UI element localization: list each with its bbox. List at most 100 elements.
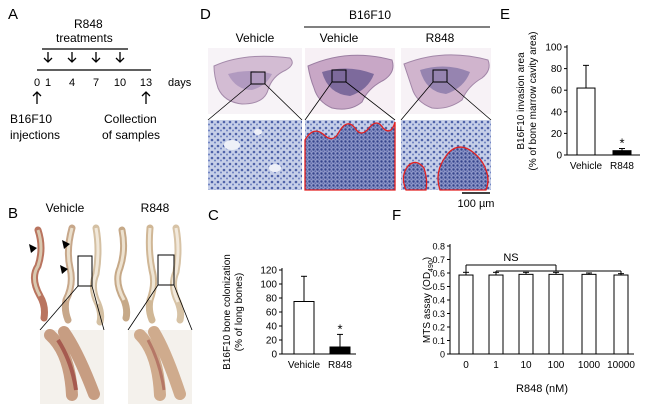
tick-10: 10 xyxy=(114,77,126,89)
star-c: * xyxy=(337,321,342,336)
y-axis-label: MTS assay (OD490) xyxy=(422,257,435,343)
y-tick-label: 0.4 xyxy=(432,296,445,306)
scalebar-label: 100 µm xyxy=(458,198,495,210)
y-tick-label: 20 xyxy=(266,336,278,347)
bar xyxy=(612,150,632,156)
panel-letter-f: F xyxy=(392,207,401,224)
y-axis-label: B16F10 bone colonization xyxy=(222,254,233,370)
y-tick-label: 40 xyxy=(266,322,278,333)
y-axis-label-subscript: 490 xyxy=(428,260,435,272)
x-axis-label: R848 (nM) xyxy=(516,383,568,395)
arrowhead-icon xyxy=(62,240,70,249)
d-vehicle-label: Vehicle xyxy=(236,31,275,45)
up-arrows xyxy=(32,91,151,104)
y-tick-label: 100 xyxy=(260,280,277,291)
d-group-r848-label: R848 xyxy=(426,31,455,45)
y-tick-label: 0.1 xyxy=(432,336,445,346)
b-r848-label: R848 xyxy=(141,201,170,215)
category-label: R848 xyxy=(610,161,634,172)
y-tick-label: 100 xyxy=(545,43,562,54)
chart-c: 0 20 40 60 80 100 120 Vehicle R848 B16F10 bone co… xyxy=(222,254,356,371)
bar xyxy=(293,301,315,355)
y-axis-label: (% of long bones) xyxy=(234,273,245,351)
y-tick-label: 60 xyxy=(551,86,563,97)
micrograph-b16f10-vehicle xyxy=(304,120,396,191)
collection-label-1: Collection xyxy=(104,112,157,126)
y-axis-label-part: ) xyxy=(422,257,433,260)
y-tick-label: 0.8 xyxy=(432,242,445,252)
tumor-outline xyxy=(437,146,489,191)
y-axis-label-part: MTS assay (OD xyxy=(422,272,433,343)
panel-letter-d: D xyxy=(200,6,211,23)
category-label: Vehicle xyxy=(570,161,603,172)
tick-4: 4 xyxy=(69,77,75,89)
panel-letter-e: E xyxy=(500,6,510,23)
category-label: 10000 xyxy=(607,360,635,371)
y-tick-label: 0 xyxy=(556,151,562,162)
category-label: 0 xyxy=(463,360,469,371)
treatments-label: R848 xyxy=(74,17,103,31)
panel-b: B Vehicle R848 xyxy=(8,201,193,404)
r848-bones-photo xyxy=(114,224,193,404)
y-tick-label: 0.6 xyxy=(432,269,445,279)
b-vehicle-label: Vehicle xyxy=(46,201,85,215)
d-group-label: B16F10 xyxy=(349,8,391,22)
injections-label-2: injections xyxy=(10,128,60,142)
bar xyxy=(613,274,629,355)
treatment-arrows xyxy=(43,52,125,63)
tick-7: 7 xyxy=(93,77,99,89)
tick-1: 1 xyxy=(45,77,51,89)
arrowhead-icon xyxy=(60,265,68,274)
star-e: * xyxy=(619,136,624,151)
category-label: Vehicle xyxy=(288,360,321,371)
category-label: 10 xyxy=(520,360,532,371)
y-tick-label: 0 xyxy=(440,350,445,360)
histo-section-1 xyxy=(208,48,302,114)
bar xyxy=(581,273,597,355)
injections-label-1: B16F10 xyxy=(10,112,52,126)
tick-0: 0 xyxy=(34,77,40,89)
category-label: 1 xyxy=(493,360,499,371)
tumor-outline xyxy=(402,161,428,191)
vehicle-bones-photo xyxy=(29,224,105,404)
y-tick-label: 0.2 xyxy=(432,323,445,333)
days-unit: days xyxy=(168,77,192,89)
micrograph-b16f10-r848 xyxy=(401,120,491,191)
y-tick-label: 0.3 xyxy=(432,309,445,319)
d-group-vehicle-label: Vehicle xyxy=(320,31,359,45)
y-tick-label: 80 xyxy=(266,294,278,305)
y-tick-label: 0.7 xyxy=(432,255,445,265)
y-tick-label: 80 xyxy=(551,64,563,75)
panel-letter-a: A xyxy=(8,6,18,23)
bar xyxy=(548,273,564,355)
tick-13: 13 xyxy=(140,77,152,89)
micrograph-vehicle xyxy=(208,120,302,190)
y-axis-label: B16F10 invasion area xyxy=(516,52,527,150)
ns-label: NS xyxy=(503,252,518,264)
bar xyxy=(518,273,534,355)
r848-zoom-box xyxy=(157,254,175,286)
category-label: 100 xyxy=(548,360,565,371)
panel-d: D Vehicle B16F10 Vehicle R848 xyxy=(200,6,494,210)
vehicle-zoom-box xyxy=(77,255,93,287)
bar xyxy=(458,274,474,355)
chart-f: 0 0.1 0.2 0.3 0.4 0.5 0.6 0.7 0.8 0 1 10 100 1000 1000… xyxy=(422,242,635,396)
chart-e: 0 20 40 60 80 100 Vehicle R848 B16F10 invasion a… xyxy=(516,32,640,172)
y-tick-label: 0.5 xyxy=(432,282,445,292)
histo-section-3 xyxy=(401,48,491,114)
bar xyxy=(329,346,351,355)
bar xyxy=(576,87,596,156)
y-tick-label: 0 xyxy=(271,350,277,361)
panel-letter-c: C xyxy=(208,207,219,224)
histo-section-2 xyxy=(305,48,395,114)
arrowhead-icon xyxy=(29,244,37,253)
y-tick-label: 120 xyxy=(260,266,277,277)
category-label: R848 xyxy=(328,360,352,371)
collection-label-2: of samples xyxy=(102,128,160,142)
panel-a: A R848 treatments 0 1 4 7 10 13 days B16… xyxy=(8,6,192,142)
y-axis-label: (% of bone marrow cavity area) xyxy=(528,32,539,171)
y-tick-label: 20 xyxy=(551,129,563,140)
